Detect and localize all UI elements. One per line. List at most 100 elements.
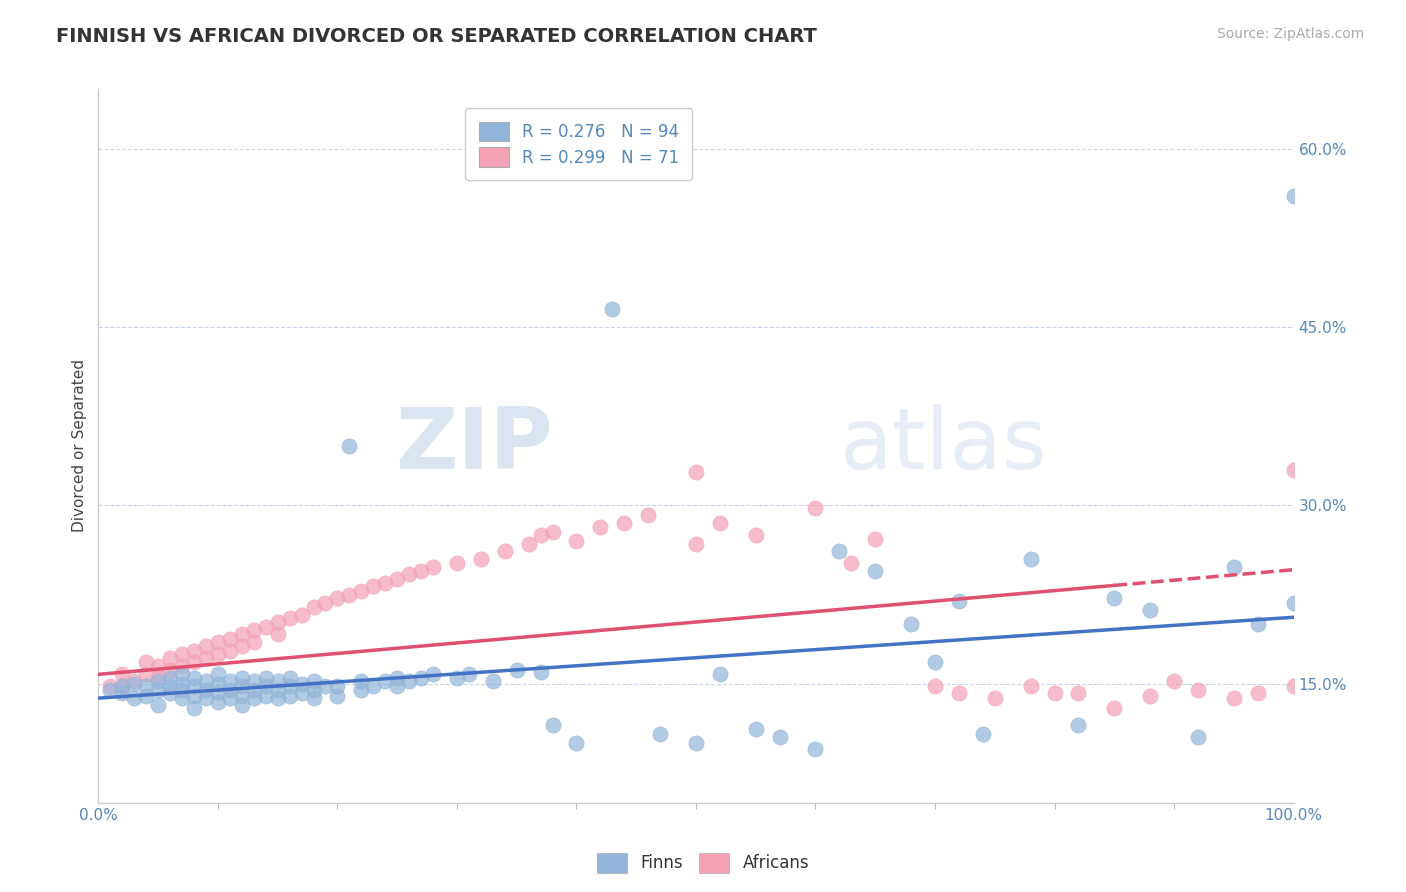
Point bbox=[302, 599, 325, 614]
Point bbox=[565, 736, 588, 750]
Point bbox=[254, 620, 277, 634]
Point bbox=[494, 543, 516, 558]
Point bbox=[159, 663, 181, 677]
Point bbox=[302, 674, 325, 689]
Point bbox=[278, 679, 301, 693]
Point bbox=[111, 686, 134, 700]
Point bbox=[446, 556, 468, 570]
Point bbox=[207, 635, 229, 649]
Point bbox=[243, 682, 266, 697]
Point bbox=[159, 686, 181, 700]
Point bbox=[398, 567, 420, 582]
Point bbox=[148, 698, 170, 713]
Point bbox=[135, 679, 157, 693]
Point bbox=[350, 674, 373, 689]
Point bbox=[267, 674, 290, 689]
Point bbox=[231, 639, 253, 653]
Point bbox=[183, 700, 205, 714]
Point bbox=[1223, 691, 1246, 706]
Point bbox=[481, 674, 505, 689]
Y-axis label: Divorced or Separated: Divorced or Separated bbox=[72, 359, 87, 533]
Point bbox=[709, 516, 731, 531]
Point bbox=[207, 647, 229, 661]
Point bbox=[745, 722, 768, 736]
Point bbox=[1282, 189, 1305, 203]
Point bbox=[148, 674, 170, 689]
Point bbox=[98, 679, 122, 693]
Point bbox=[972, 727, 994, 741]
Point bbox=[446, 671, 468, 685]
Point bbox=[1247, 617, 1270, 632]
Legend: Finns, Africans: Finns, Africans bbox=[591, 847, 815, 880]
Point bbox=[768, 731, 790, 745]
Point bbox=[172, 691, 194, 706]
Point bbox=[1139, 689, 1161, 703]
Point bbox=[172, 677, 194, 691]
Point bbox=[1282, 463, 1305, 477]
Point bbox=[278, 671, 301, 685]
Text: ZIP: ZIP bbox=[395, 404, 553, 488]
Point bbox=[291, 607, 314, 622]
Point bbox=[254, 671, 277, 685]
Point bbox=[231, 698, 253, 713]
Point bbox=[924, 656, 946, 670]
Point bbox=[339, 588, 361, 602]
Point bbox=[565, 534, 588, 549]
Text: Source: ZipAtlas.com: Source: ZipAtlas.com bbox=[1216, 27, 1364, 41]
Point bbox=[900, 617, 922, 632]
Point bbox=[1187, 731, 1209, 745]
Point bbox=[302, 682, 325, 697]
Point bbox=[111, 679, 134, 693]
Point bbox=[302, 691, 325, 706]
Point bbox=[1104, 700, 1126, 714]
Point bbox=[685, 465, 707, 479]
Point bbox=[231, 679, 253, 693]
Point bbox=[1223, 560, 1246, 574]
Point bbox=[231, 689, 253, 703]
Point bbox=[1247, 686, 1270, 700]
Point bbox=[948, 686, 970, 700]
Point bbox=[350, 682, 373, 697]
Point bbox=[195, 674, 218, 689]
Point bbox=[374, 575, 396, 590]
Point bbox=[267, 691, 290, 706]
Point bbox=[865, 532, 887, 546]
Point bbox=[183, 689, 205, 703]
Point bbox=[363, 679, 385, 693]
Point bbox=[530, 528, 553, 542]
Point bbox=[709, 667, 731, 681]
Point bbox=[648, 727, 672, 741]
Point bbox=[243, 691, 266, 706]
Point bbox=[422, 667, 444, 681]
Point bbox=[326, 591, 349, 606]
Point bbox=[1067, 718, 1090, 732]
Point bbox=[541, 718, 564, 732]
Point bbox=[865, 564, 887, 578]
Point bbox=[1104, 591, 1126, 606]
Point bbox=[745, 528, 768, 542]
Point bbox=[339, 439, 361, 453]
Point bbox=[231, 627, 253, 641]
Point bbox=[506, 663, 529, 677]
Point bbox=[111, 667, 134, 681]
Point bbox=[530, 665, 553, 679]
Point bbox=[219, 632, 242, 646]
Point bbox=[183, 643, 205, 657]
Point bbox=[613, 516, 636, 531]
Point bbox=[254, 679, 277, 693]
Point bbox=[841, 556, 863, 570]
Point bbox=[1019, 679, 1042, 693]
Point bbox=[207, 695, 229, 709]
Point bbox=[541, 524, 564, 539]
Point bbox=[231, 671, 253, 685]
Point bbox=[1282, 679, 1305, 693]
Point bbox=[1139, 603, 1161, 617]
Point bbox=[148, 682, 170, 697]
Point bbox=[1043, 686, 1066, 700]
Point bbox=[159, 671, 181, 685]
Point bbox=[411, 564, 433, 578]
Point bbox=[374, 674, 396, 689]
Point bbox=[924, 679, 946, 693]
Point bbox=[1163, 674, 1185, 689]
Point bbox=[804, 742, 827, 756]
